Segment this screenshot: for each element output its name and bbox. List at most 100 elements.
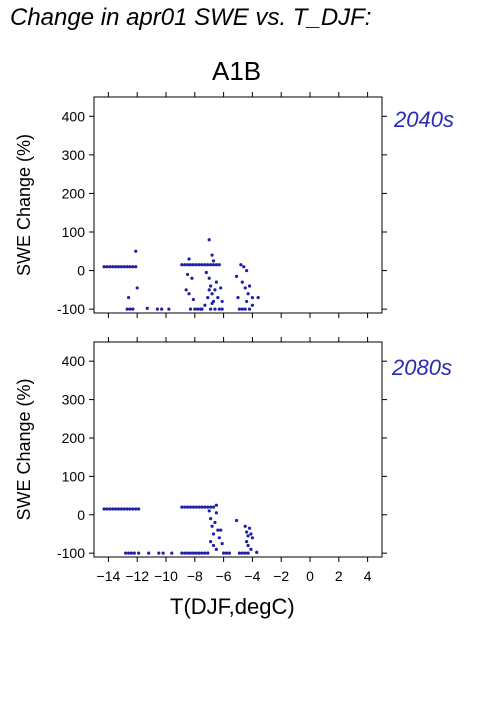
data-point-2040s [236,295,240,300]
data-point-2040s [203,303,207,307]
y-tick-label-2080s: -100 [57,545,85,561]
data-point-2040s [220,299,224,304]
data-point-2040s [246,292,250,296]
data-point-2040s [210,292,214,296]
data-point-2040s [116,265,121,269]
data-point-2040s [131,265,135,269]
y-tick-label-2040s: 100 [62,224,86,240]
data-point-2080s [188,505,193,509]
data-point-2080s [245,540,249,544]
data-point-2080s [147,551,151,555]
data-point-2080s [194,505,198,509]
data-point-2040s [245,299,249,304]
data-point-2040s [240,280,244,284]
data-point-2040s [213,307,217,311]
y-tick-label-2040s: -100 [57,301,85,317]
data-point-2080s [157,551,161,555]
data-point-2080s [186,505,190,509]
data-point-2040s [250,303,254,307]
data-point-2040s [203,263,207,267]
data-point-2040s [239,263,243,267]
scenario-label: A1B [212,56,262,86]
data-point-2040s [126,295,131,300]
data-point-2080s [129,551,134,555]
data-point-2040s [105,265,109,269]
data-point-2080s [122,507,126,511]
data-point-2040s [213,288,217,292]
data-point-2080s [216,528,220,532]
data-point-2080s [211,532,216,536]
data-point-2040s [128,265,132,269]
data-point-2040s [210,301,214,305]
data-point-2040s [219,286,223,290]
data-point-2080s [114,507,118,511]
data-point-2040s [187,292,191,296]
data-point-2080s [219,528,223,532]
data-point-2040s [237,307,242,311]
data-point-2080s [214,503,218,507]
data-point-2080s [246,534,250,538]
data-point-2040s [197,263,201,267]
data-point-2080s [211,505,216,509]
data-point-2040s [206,263,210,267]
data-point-2040s [256,295,260,300]
period-label-2040s: 2040s [394,107,454,132]
data-point-2080s [137,507,141,511]
data-point-2080s [246,543,250,548]
data-point-2040s [128,307,132,311]
data-point-2040s [188,307,193,311]
data-point-2080s [128,507,132,511]
y-tick-label-2080s: 400 [62,353,86,369]
data-point-2040s [214,263,218,267]
data-point-2040s [122,265,126,269]
data-point-2080s [126,551,131,555]
data-point-2080s [125,507,129,511]
x-tick-label-2080s: −10 [154,568,178,584]
data-point-2080s [249,547,253,551]
y-tick-label-2080s: 0 [77,507,85,523]
data-point-2040s [191,297,195,302]
data-point-2080s [243,524,247,528]
data-point-2040s [240,307,244,311]
data-point-2040s [180,263,184,267]
data-point-2040s [186,272,190,277]
data-point-2080s [131,507,135,511]
x-tick-label-2080s: −14 [97,568,121,584]
data-point-2040s [207,238,211,242]
data-point-2040s [145,306,149,310]
data-point-2040s [204,270,208,275]
data-point-2080s [188,551,193,555]
data-point-2080s [206,551,210,555]
data-point-2080s [200,505,204,509]
data-point-2040s [250,295,254,300]
y-tick-label-2040s: 0 [77,263,85,279]
data-point-2040s [217,263,221,267]
data-point-2080s [183,551,187,555]
x-tick-label-2080s: 4 [364,568,372,584]
data-point-2080s [191,551,195,555]
data-point-2080s [250,536,254,540]
data-point-2080s [209,505,213,509]
data-point-2080s [197,551,201,555]
data-point-2040s [247,307,252,311]
figure-title: Change in apr01 SWE vs. T_DJF: [10,4,372,31]
data-point-2040s [211,263,216,267]
y-tick-label-2040s: 300 [62,147,86,163]
data-point-2040s [209,263,213,267]
data-point-2080s [255,550,259,554]
data-point-2040s [210,253,214,257]
data-point-2040s [135,286,139,290]
data-point-2080s [209,517,213,521]
period-label-2080s: 2080s [392,355,452,380]
data-point-2080s [186,551,190,555]
data-point-2080s [200,551,204,555]
data-point-2040s [193,307,197,311]
data-point-2080s [222,551,226,555]
data-point-2040s [184,288,188,292]
data-point-2080s [209,540,213,544]
data-point-2080s [194,551,198,555]
data-point-2040s [131,307,135,311]
data-point-2080s [197,505,201,509]
data-point-2080s [214,547,218,551]
data-point-2080s [207,509,211,513]
